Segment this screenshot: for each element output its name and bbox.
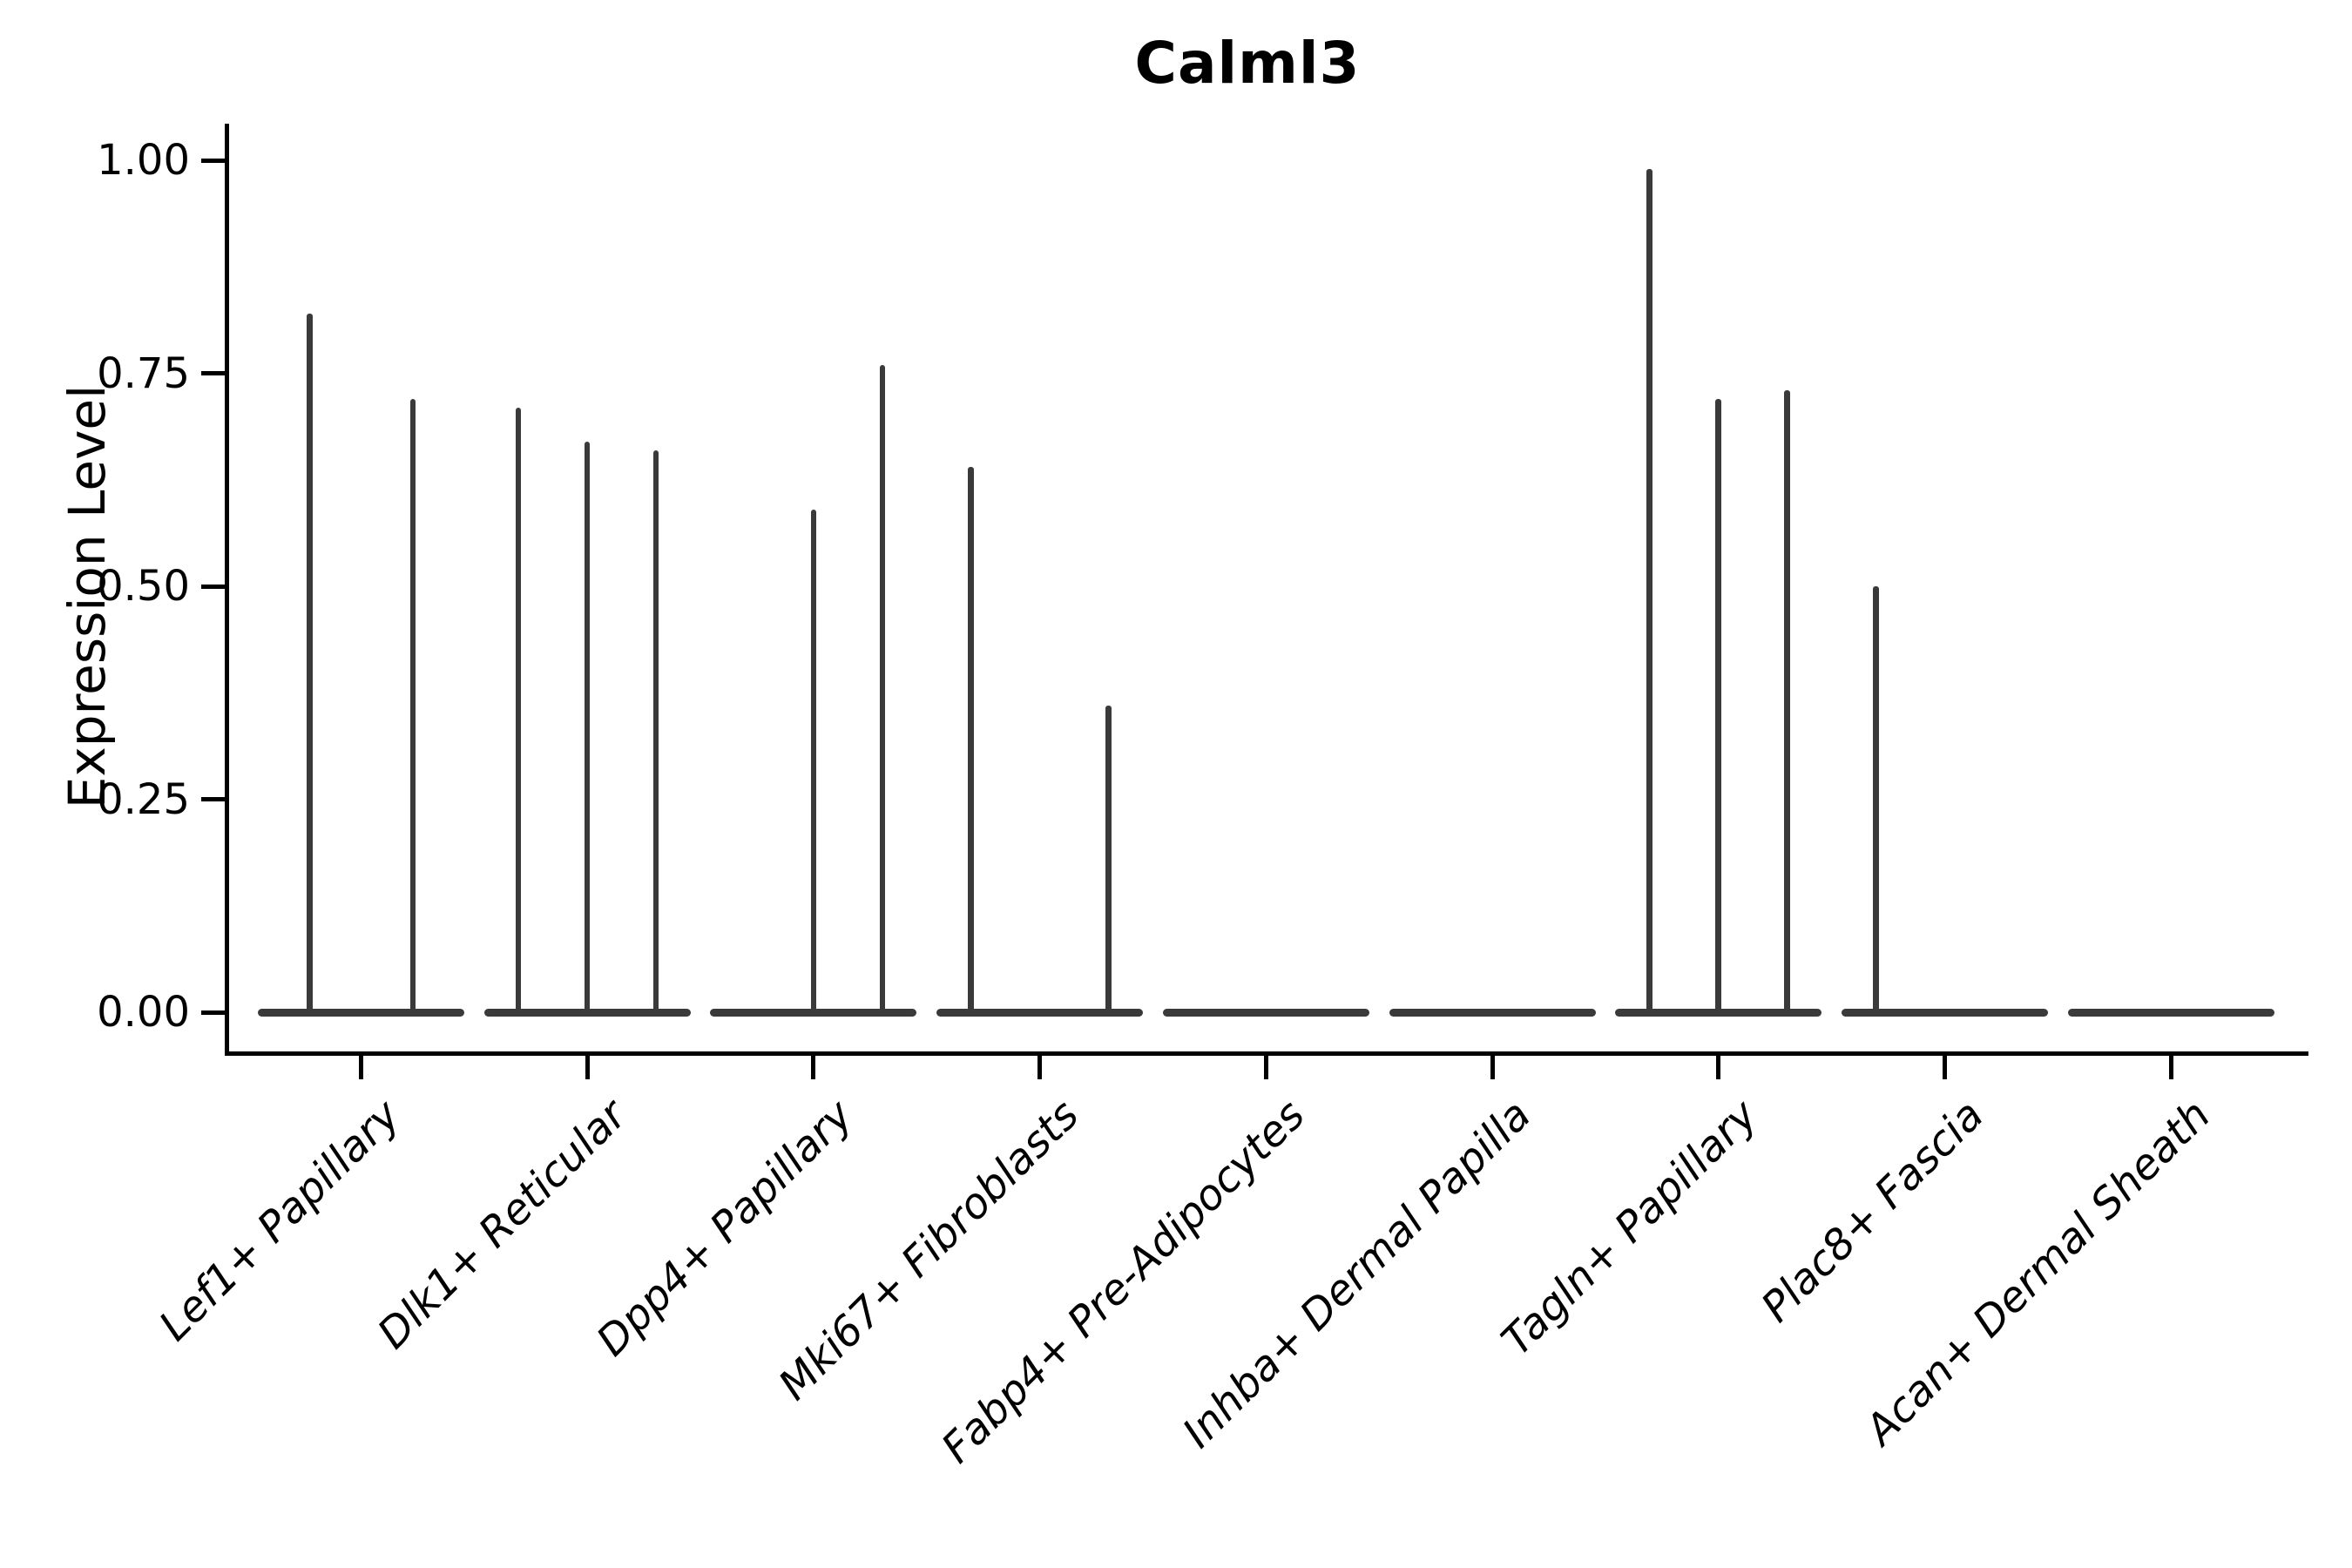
x-axis-line bbox=[225, 1051, 2308, 1056]
x-tick-mark bbox=[1490, 1056, 1495, 1079]
violin-baseline bbox=[1162, 1008, 1369, 1017]
x-tick-mark bbox=[1716, 1056, 1721, 1079]
y-axis-line bbox=[225, 124, 229, 1056]
violin-spike bbox=[1105, 705, 1112, 1016]
violin-spike bbox=[409, 398, 416, 1016]
violin-spike bbox=[584, 441, 591, 1016]
y-tick-mark bbox=[201, 371, 225, 375]
violin-baseline bbox=[936, 1008, 1144, 1017]
violin-spike bbox=[810, 509, 817, 1016]
plot-title: Calml3 bbox=[1134, 30, 1361, 97]
y-tick-mark bbox=[201, 158, 225, 163]
violin-spike bbox=[879, 364, 886, 1016]
x-tick-mark bbox=[359, 1056, 363, 1079]
y-tick-label: 0.25 bbox=[97, 774, 190, 824]
violin-spike bbox=[1784, 390, 1790, 1016]
y-tick-mark bbox=[201, 797, 225, 801]
x-tick-mark bbox=[811, 1056, 816, 1079]
violin-baseline bbox=[1841, 1008, 2048, 1017]
x-tick-mark bbox=[1263, 1056, 1268, 1079]
violin-spike bbox=[307, 314, 313, 1016]
violin-spike bbox=[1873, 586, 1879, 1016]
violin-spike bbox=[1646, 168, 1652, 1016]
x-tick-label: Fabp4+ Pre-Adipocytes bbox=[932, 1091, 1315, 1473]
violin-spike bbox=[652, 449, 659, 1016]
violin-baseline bbox=[258, 1008, 464, 1017]
x-tick-label: Lef1+ Papillary bbox=[149, 1091, 410, 1351]
x-tick-label: Dlk1+ Reticular bbox=[368, 1091, 636, 1359]
x-tick-mark bbox=[2168, 1056, 2173, 1079]
violin-baseline bbox=[1389, 1008, 1596, 1017]
x-tick-mark bbox=[1037, 1056, 1043, 1079]
violin-spike bbox=[1715, 398, 1721, 1016]
violin-spike bbox=[968, 467, 974, 1016]
y-tick-label: 0.50 bbox=[97, 562, 190, 611]
y-tick-mark bbox=[201, 584, 225, 589]
y-tick-label: 0.00 bbox=[97, 988, 190, 1037]
violin-baseline bbox=[2067, 1008, 2274, 1017]
violin-spike bbox=[515, 407, 522, 1016]
y-tick-label: 1.00 bbox=[97, 136, 190, 185]
y-tick-mark bbox=[201, 1010, 225, 1015]
x-tick-mark bbox=[585, 1056, 590, 1079]
x-tick-mark bbox=[1942, 1056, 1947, 1079]
x-tick-label: Plac8+ Fascia bbox=[1752, 1091, 1994, 1332]
y-tick-label: 0.75 bbox=[97, 348, 190, 398]
